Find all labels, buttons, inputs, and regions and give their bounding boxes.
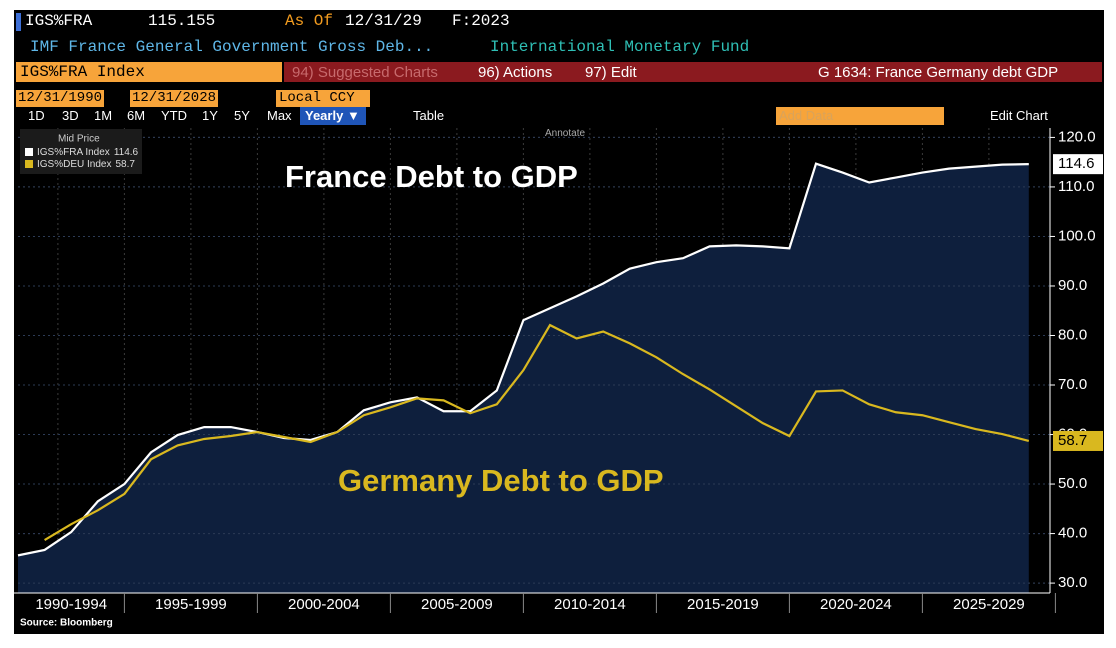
add-data-field[interactable] [776,107,944,125]
last-value-label: 114.6 [1058,155,1094,172]
as-of-label: As Of [285,12,334,30]
x-tick-label: 2000-2004 [288,596,360,613]
end-date: 12/31/2028 [132,90,217,106]
last-value-label: 58.7 [1058,432,1087,449]
period-button[interactable]: 1D [28,108,45,123]
ticker: IGS%FRA [25,12,93,30]
frequency: F:2023 [452,12,510,30]
menu-item[interactable]: 96) Actions [478,64,553,81]
security: IGS%FRA Index [20,63,145,81]
menu-item[interactable]: 97) Edit [585,64,637,81]
period-button[interactable]: 6M [127,108,146,123]
last-value-tag [1053,430,1103,451]
legend-name: IGS%DEU Index [37,159,111,170]
price: 115.155 [148,12,216,30]
legend-swatch [25,160,33,168]
legend-swatch [25,148,33,156]
y-tick-label: 110.0 [1058,178,1094,195]
legend-value: 114.6 [114,147,139,158]
period-button[interactable]: 1Y [202,108,218,123]
y-tick-label: 90.0 [1058,277,1087,294]
as-of-date: 12/31/29 [345,12,422,30]
y-tick-label: 70.0 [1058,376,1087,393]
start-date: 12/31/1990 [18,90,103,106]
period-button[interactable]: Max [267,108,292,123]
period-button[interactable]: 5Y [234,108,250,123]
y-tick-label: 40.0 [1058,525,1087,542]
table-button[interactable]: Table [413,108,445,123]
y-tick-label: 100.0 [1058,227,1096,244]
frequency-select: Yearly ▼ [305,108,360,123]
legend-value: 58.7 [115,159,135,170]
x-tick-label: 2025-2029 [953,596,1025,613]
x-tick-label: 2020-2024 [820,596,892,613]
annotation: France Debt to GDP [285,159,578,194]
legend-name: IGS%FRA Index [37,147,110,158]
frequency-text: Yearly [305,108,344,123]
edit-chart[interactable]: Edit Chart [990,108,1048,123]
area [18,163,1029,593]
line [17,162,1029,557]
line [44,323,1030,541]
menu-item[interactable]: 94) Suggested Charts [292,64,438,81]
legend-title: Mid Price [58,134,100,145]
y-tick-label: 120.0 [1058,128,1096,145]
x-tick-label: 2010-2014 [554,596,626,613]
source-name: International Monetary Fund [490,38,750,56]
start-date-field[interactable] [16,90,104,107]
source: Source: Bloomberg [20,618,113,629]
period-button[interactable]: YTD [161,108,187,123]
security-field[interactable] [16,62,282,82]
x-tick-label: 2015-2019 [687,596,759,613]
frequency-field[interactable] [300,107,366,125]
legend-entry: IGS%FRA Index 114.6 [37,147,139,158]
x-tick-label: 1990-1994 [35,596,107,613]
y-tick-label: 80.0 [1058,326,1087,343]
period-button[interactable]: 3D [62,108,79,123]
legend-box [20,129,142,174]
last-value-tag [1053,154,1103,175]
currency: Local CCY [279,90,355,106]
annotate[interactable]: Annotate [545,128,586,139]
x-tick-label: 1995-1999 [155,596,227,613]
ticker-marker [16,13,21,31]
legend-entry: IGS%DEU Index 58.7 [37,159,135,170]
add-data: Add Data [779,108,834,123]
annotation: Germany Debt to GDP [338,463,664,498]
description: IMF France General Government Gross Deb.… [30,38,434,56]
period-button[interactable]: 1M [94,108,113,123]
y-tick-label: 30.0 [1058,574,1087,591]
end-date-field[interactable] [130,90,218,107]
y-tick-label: 50.0 [1058,475,1087,492]
currency-field[interactable] [276,90,370,107]
menu-bar [284,62,1102,82]
x-tick-label: 2005-2009 [421,596,493,613]
chart-name: G 1634: France Germany debt GDP [818,64,1059,81]
